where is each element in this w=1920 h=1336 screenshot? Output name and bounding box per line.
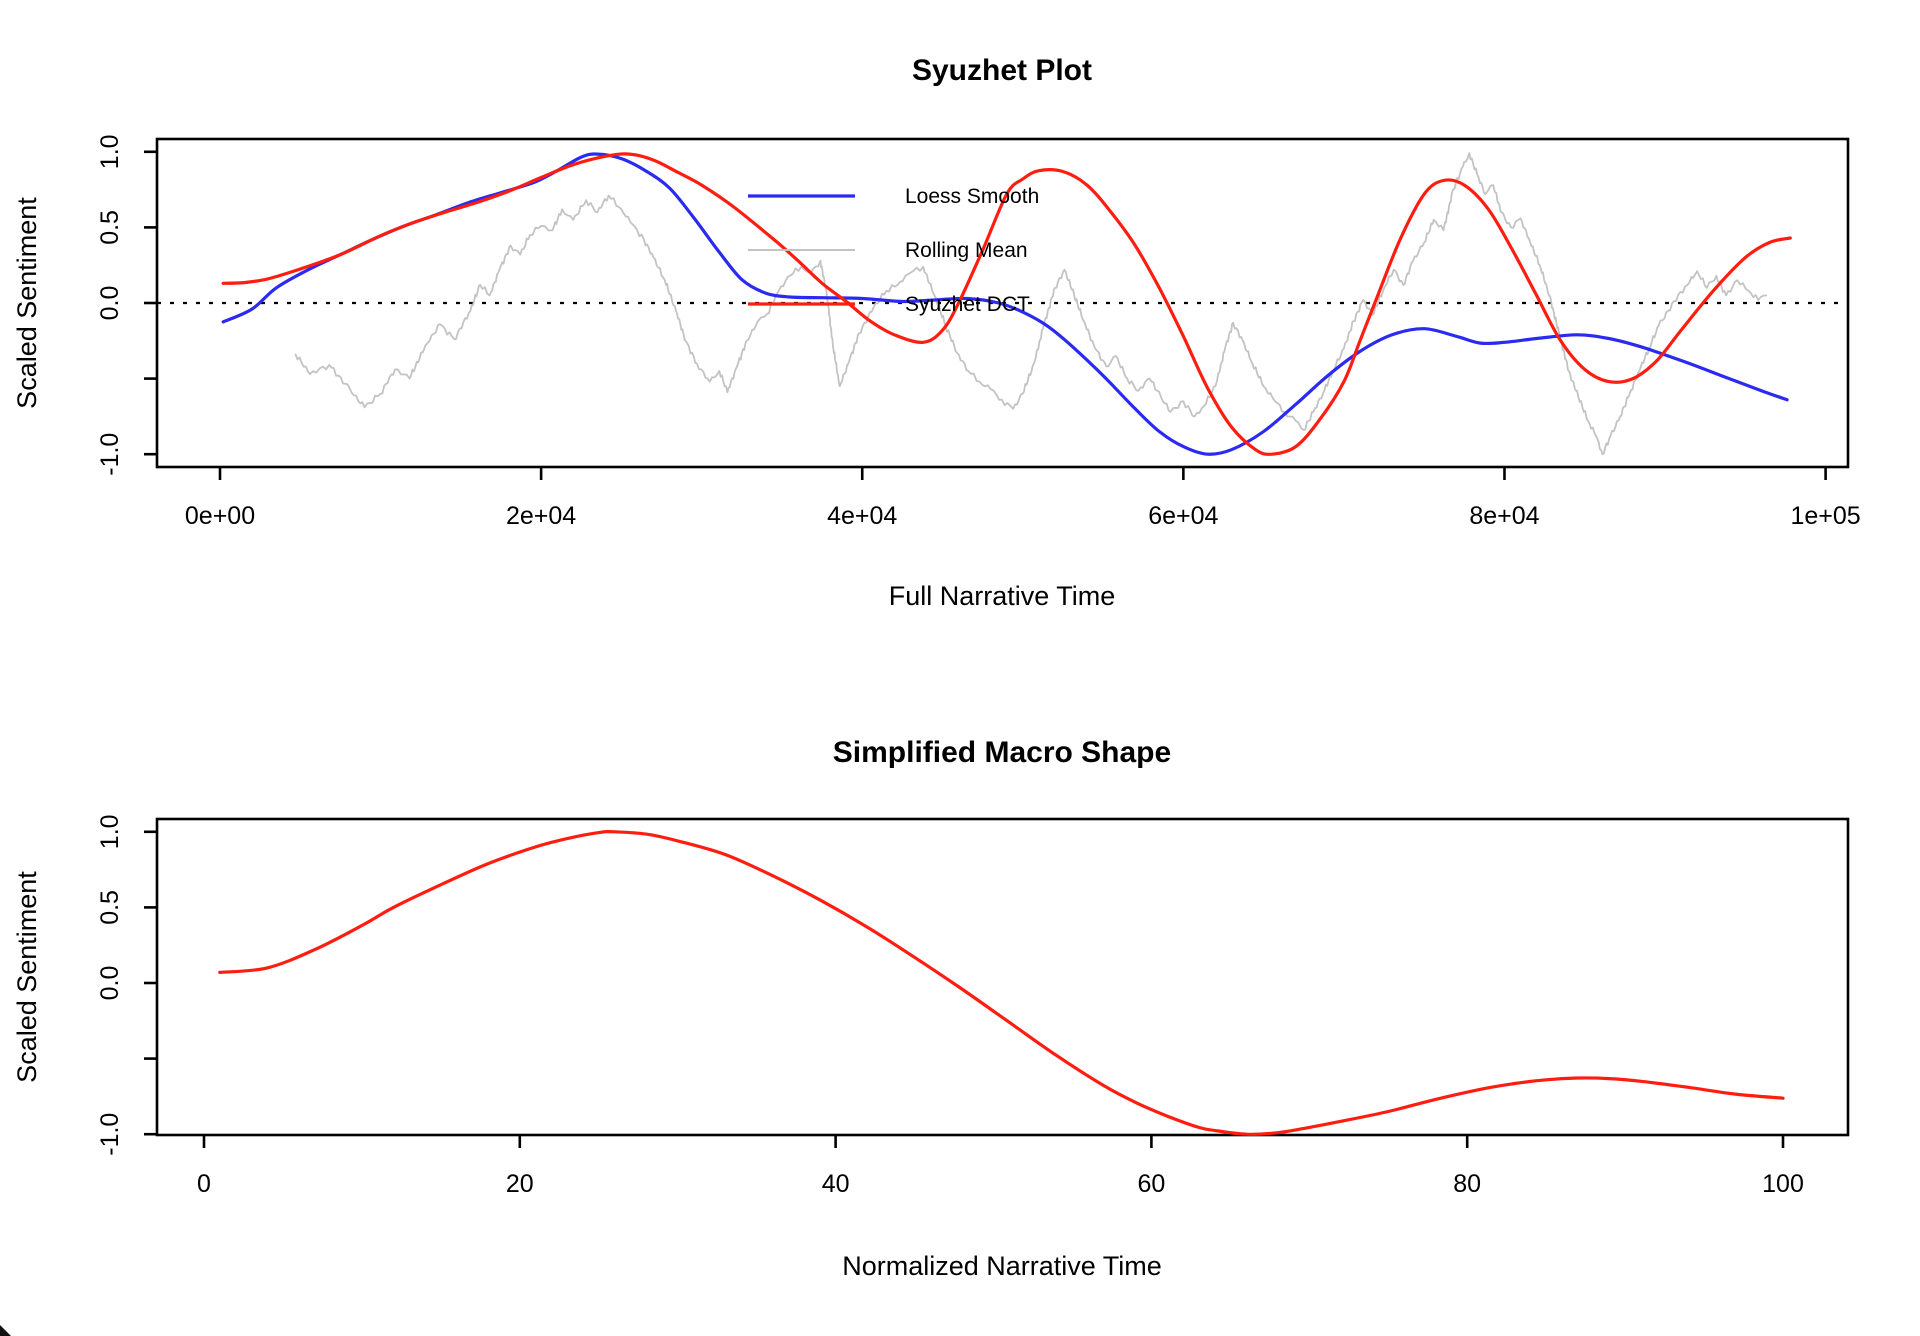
syuzhet-legend: Loess Smooth Rolling Mean Syuzhet DCT	[748, 185, 1039, 316]
rolling-legend-label: Rolling Mean	[905, 239, 1028, 262]
macro-axes: 0 20 40 60 80 100 -1.0 0.0 0.5 1.0	[96, 814, 1850, 1198]
x-tick-label: 1e+05	[1790, 502, 1860, 530]
y-tick-label: 0.0	[96, 966, 124, 1001]
syuzhet-panel: Syuzhet Plot 0e+00 2e+04 4e+04 6e+04 8e+04 1e…	[12, 54, 1861, 611]
macro-x-axis-title: Normalized Narrative Time	[842, 1251, 1162, 1281]
syuzhet-x-axis-title: Full Narrative Time	[889, 581, 1116, 611]
x-tick-label: 80	[1453, 1170, 1481, 1198]
macro-plot-box	[155, 817, 1850, 1137]
x-tick-label: 6e+04	[1148, 502, 1218, 530]
series-line-syuzhet-dct	[221, 152, 1792, 456]
dct-legend-label: Syuzhet DCT	[905, 293, 1030, 316]
x-tick-label: 2e+04	[506, 502, 576, 530]
syuzhet-axes: 0e+00 2e+04 4e+04 6e+04 8e+04 1e+05 -1.0 0.0 0.5…	[96, 134, 1861, 530]
x-tick-label: 8e+04	[1469, 502, 1539, 530]
syuzhet-title: Syuzhet Plot	[912, 54, 1092, 87]
y-tick-label: 1.0	[96, 814, 124, 849]
y-tick-label: 0.0	[96, 286, 124, 321]
macro-title: Simplified Macro Shape	[833, 736, 1171, 769]
x-tick-label: 60	[1137, 1170, 1165, 1198]
series-line-simplified-dct-shape	[218, 830, 1785, 1136]
series-line-rolling-mean	[294, 152, 1768, 456]
x-tick-label: 0	[197, 1170, 211, 1198]
loess-legend-label: Loess Smooth	[905, 185, 1039, 208]
y-tick-label: 1.0	[96, 134, 124, 169]
x-tick-label: 40	[822, 1170, 850, 1198]
corner-artifact	[0, 1325, 11, 1336]
legend-item-dct: Syuzhet DCT	[748, 293, 1030, 316]
y-tick-label: -1.0	[96, 1113, 124, 1156]
x-tick-label: 100	[1762, 1170, 1804, 1198]
y-tick-label: -1.0	[96, 433, 124, 476]
syuzhet-series	[221, 152, 1792, 456]
y-tick-label: 0.5	[96, 210, 124, 245]
x-tick-label: 4e+04	[827, 502, 897, 530]
syuzhet-y-axis-title: Scaled Sentiment	[12, 197, 42, 409]
x-tick-label: 20	[506, 1170, 534, 1198]
legend-item-rolling: Rolling Mean	[748, 239, 1028, 262]
legend-item-loess: Loess Smooth	[748, 185, 1039, 208]
y-tick-label: 0.5	[96, 890, 124, 925]
macro-y-axis-title: Scaled Sentiment	[12, 871, 42, 1083]
macro-series	[218, 830, 1785, 1136]
macro-panel: Simplified Macro Shape 0 20 40 60 80 100-1.00…	[12, 736, 1850, 1281]
x-tick-label: 0e+00	[185, 502, 255, 530]
